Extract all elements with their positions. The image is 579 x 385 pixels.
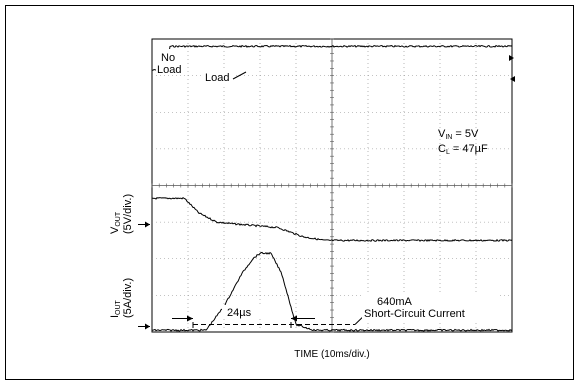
load-leader (232, 71, 247, 80)
traces (151, 44, 513, 332)
vout-marker-arrow (145, 221, 150, 228)
svg-text:(5V/div.): (5V/div.) (122, 194, 134, 234)
trigger-marker-right (509, 55, 514, 61)
channel-markers (138, 55, 515, 330)
grid (151, 38, 513, 333)
vin-label: VIN = 5V (438, 128, 479, 141)
svg-text:IOUT: IOUT (109, 299, 122, 318)
trigger-marker-left (510, 76, 515, 82)
pulse-width-label: 24µs (227, 307, 252, 319)
figure-border (5, 5, 574, 380)
no-load-label-line2: Load (157, 64, 181, 76)
x-axis-label: TIME (10ms/div.) (294, 349, 369, 360)
plot-area (151, 38, 513, 333)
pw-label-bg (222, 305, 262, 319)
current-label-bg (362, 294, 500, 322)
no-load-label-line1: No (161, 52, 175, 64)
cl-label: CL = 47µF (438, 143, 488, 156)
svg-text:VOUT: VOUT (109, 211, 122, 234)
trace-load_step (151, 44, 513, 72)
current-value-label: 640mA (377, 296, 413, 308)
annotations: No Load Load VIN = 5V CL = 47µF VOUT (5V… (109, 49, 500, 328)
iout-axis-label: IOUT (5A/div.) (109, 278, 134, 318)
svg-text:(5A/div.): (5A/div.) (122, 278, 134, 318)
pw-left-arrow (187, 315, 193, 322)
vout-axis-label: VOUT (5V/div.) (109, 194, 134, 234)
current-desc-label: Short-Circuit Current (364, 308, 465, 320)
no-load-bg (156, 49, 187, 75)
trace-vout (151, 197, 513, 243)
iout-marker-arrow (145, 323, 150, 330)
load-label: Load (205, 72, 229, 84)
load-bg (203, 70, 234, 84)
pw-right-arrow (291, 315, 297, 322)
trace-iout (151, 251, 513, 332)
